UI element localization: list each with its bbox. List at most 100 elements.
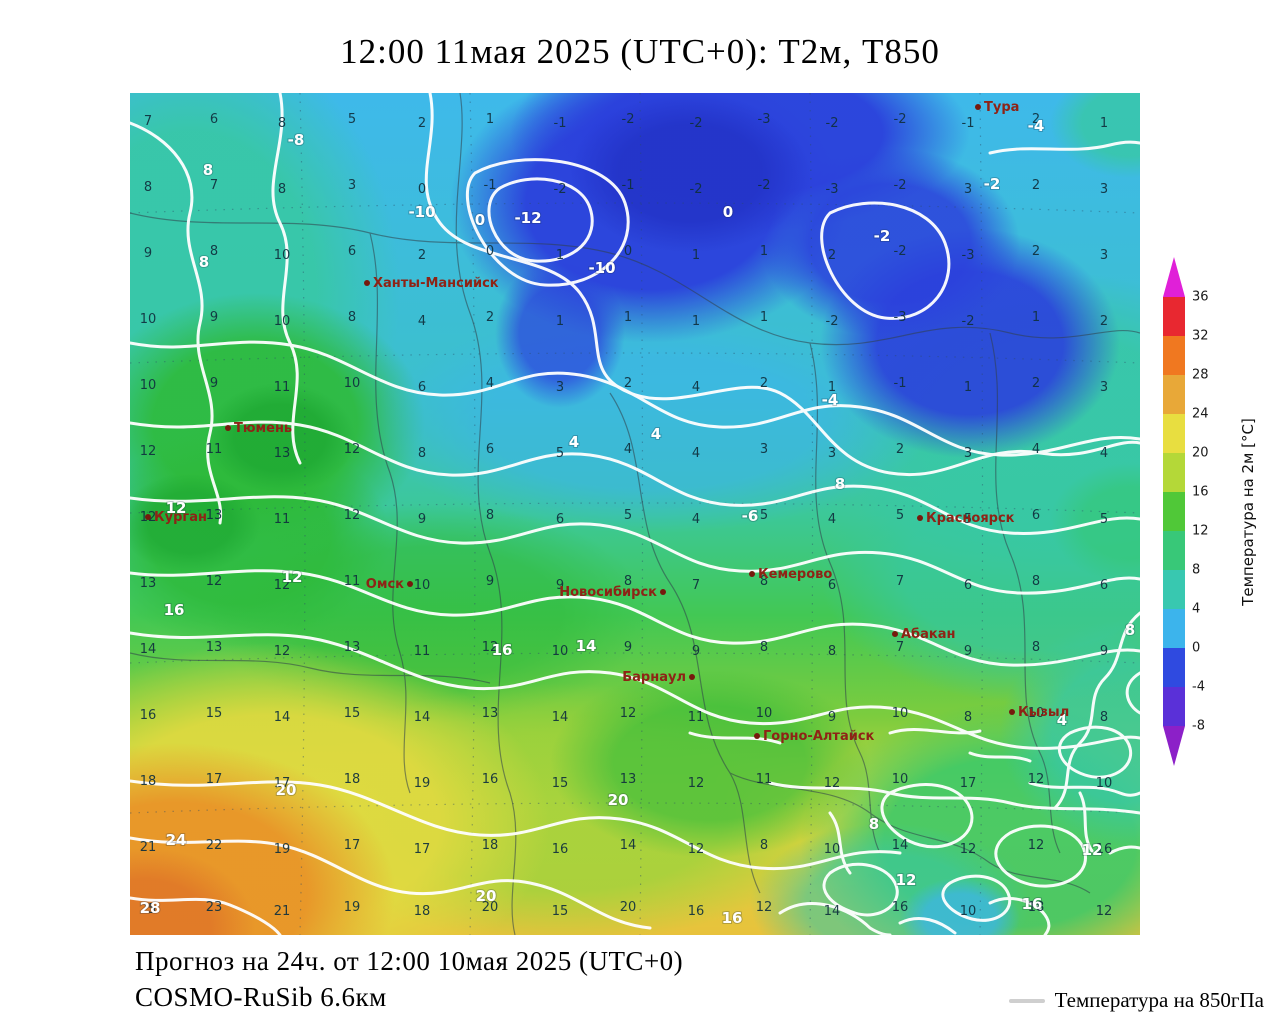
grid-value: 8 (418, 446, 426, 461)
contour-label: 20 (276, 781, 297, 799)
contour-label: 4 (651, 425, 661, 443)
grid-value: 8 (1032, 640, 1040, 655)
contour-label: 20 (476, 887, 497, 905)
grid-value: 12 (688, 776, 705, 791)
city-marker (225, 425, 231, 431)
grid-value: 17 (414, 842, 431, 857)
colorbar-tick: 24 (1192, 406, 1209, 422)
colorbar-segment (1163, 648, 1185, 687)
grid-value: 18 (414, 904, 431, 919)
colorbar-tick: 16 (1192, 484, 1209, 500)
colorbar (1163, 257, 1185, 766)
grid-value: 1 (760, 310, 768, 325)
grid-value: 16 (688, 904, 705, 919)
grid-value: 10 (824, 842, 841, 857)
cities-layer: Тура Ханты-Мансийск Тюмень Курган Омск Новоси… (145, 100, 1069, 744)
grid-value: -2 (826, 314, 839, 329)
grid-value: 16 (1096, 842, 1113, 857)
grid-value: 12 (482, 640, 499, 655)
contour-label: 4 (1057, 711, 1067, 729)
grid-value: 2 (1032, 178, 1040, 193)
grid-value: 9 (418, 512, 426, 527)
city-label: Омск (366, 577, 404, 592)
grid-value: 11 (756, 772, 773, 787)
grid-value: 7 (896, 640, 904, 655)
grid-value: 1 (1032, 310, 1040, 325)
grid-value: 3 (964, 446, 972, 461)
grid-value: 8 (828, 644, 836, 659)
grid-value: -2 (758, 178, 771, 193)
colorbar-segment (1163, 297, 1185, 336)
t850-isotherms (130, 93, 1140, 935)
grid-value: 6 (418, 380, 426, 395)
grid-value: 6 (1032, 508, 1040, 523)
grid-value: 7 (896, 574, 904, 589)
city-label: Ханты-Мансийск (373, 276, 499, 291)
grid-value: 10 (892, 772, 909, 787)
colorbar-ticks: 36 32 28 24 20 16 12 8 4 0 -4 -8 (1192, 257, 1238, 767)
grid-value: 21 (140, 840, 157, 855)
colorbar-label: Температура на 2м [°C] (1239, 418, 1257, 606)
grid-value: 6 (486, 442, 494, 457)
grid-value: 18 (482, 838, 499, 853)
colorbar-tick: 36 (1192, 289, 1209, 305)
grid-value: 9 (210, 376, 218, 391)
city-label: Кемерово (758, 567, 832, 582)
grid-value: 14 (620, 838, 637, 853)
contour-label: -12 (514, 209, 541, 227)
grid-value: 11 (344, 574, 361, 589)
grid-value: 1 (964, 380, 972, 395)
city-label: Абакан (901, 627, 956, 642)
grid-value: -2 (690, 116, 703, 131)
city-marker (917, 515, 923, 521)
t850-line-swatch (1008, 998, 1045, 1003)
grid-value: 20 (482, 900, 499, 915)
grid-value: 15 (552, 904, 569, 919)
contour-label: 16 (164, 601, 185, 619)
grid-value: 8 (348, 310, 356, 325)
grid-value: 2 (1032, 112, 1040, 127)
city-marker (1009, 709, 1015, 715)
contour-label: 16 (722, 909, 743, 927)
city-marker (754, 733, 760, 739)
grid-value: 11 (414, 644, 431, 659)
map-area: 7 6 8 5 2 1 -1 -2 -2 -3 -2 -2 -1 2 1 8 7 8 3 0 -1 -2 -1 -2 -2 -3-… (130, 93, 1140, 935)
grid-value: -2 (962, 314, 975, 329)
city-label: Тюмень (234, 421, 292, 436)
grid-value: 5 (760, 508, 768, 523)
grid-value: -2 (622, 112, 635, 127)
grid-value: 8 (760, 838, 768, 853)
grid-value: 1 (486, 112, 494, 127)
contour-label: 28 (140, 899, 161, 917)
grid-value: 8 (144, 180, 152, 195)
grid-value: 12 (620, 706, 637, 721)
grid-value: -1 (962, 116, 975, 131)
grid-value: 8 (210, 244, 218, 259)
city-marker (689, 674, 695, 680)
grid-value: 16 (482, 772, 499, 787)
grid-value: 7 (210, 178, 218, 193)
grid-value: 14 (140, 642, 157, 657)
colorbar-tick: 28 (1192, 367, 1209, 383)
city-marker (145, 514, 151, 520)
contour-label: 12 (282, 568, 303, 586)
city-label: Тура (984, 100, 1019, 115)
grid-value: 9 (210, 310, 218, 325)
grid-value: 9 (556, 578, 564, 593)
grid-value: 19 (414, 776, 431, 791)
grid-value: 9 (692, 644, 700, 659)
grid-value: 4 (692, 512, 700, 527)
grid-value: 2 (760, 376, 768, 391)
grid-value: 9 (486, 574, 494, 589)
grid-value: -1 (554, 116, 567, 131)
grid-value: 14 (824, 904, 841, 919)
grid-value: 0 (418, 182, 426, 197)
grid-value: 17 (274, 776, 291, 791)
grid-value: -2 (894, 178, 907, 193)
grid-value: 1 (556, 248, 564, 263)
contour-label: 8 (869, 815, 879, 833)
colorbar-segment (1163, 687, 1185, 726)
contour-label: 12 (166, 499, 187, 517)
grid-value: 11 (688, 710, 705, 725)
grid-value: 10 (552, 644, 569, 659)
